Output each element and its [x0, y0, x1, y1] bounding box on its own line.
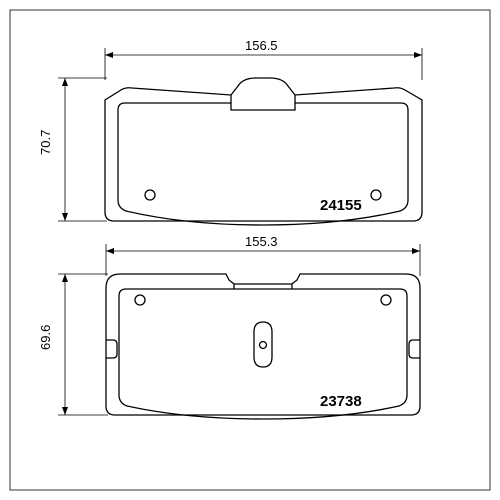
- brake-pad-top: 24155: [105, 78, 422, 225]
- dim-height-bottom: 69.6: [38, 274, 108, 415]
- drawing-frame: [10, 10, 490, 490]
- brake-pad-bottom: 23738: [106, 274, 420, 419]
- dim-width-bottom: 155.3: [106, 234, 420, 276]
- dim-height-top: 70.7: [38, 78, 107, 221]
- dim-label: 69.6: [38, 325, 53, 350]
- part-number: 24155: [320, 197, 362, 214]
- dim-label: 70.7: [38, 130, 53, 155]
- dim-label: 156.5: [245, 38, 278, 53]
- technical-drawing: 156.5 70.7 24155 155.3: [0, 0, 500, 500]
- part-number: 23738: [320, 393, 362, 410]
- dim-label: 155.3: [245, 234, 278, 249]
- dim-width-top: 156.5: [105, 38, 422, 80]
